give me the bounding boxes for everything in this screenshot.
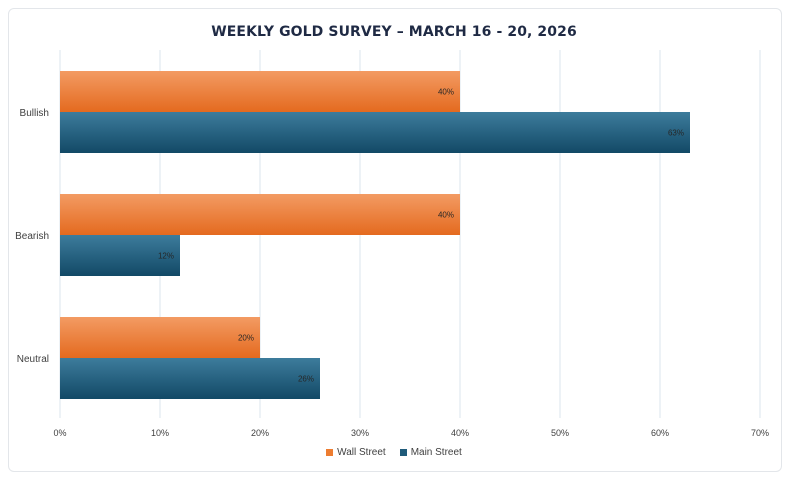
data-label-wall-street-bullish: 40%: [438, 88, 454, 97]
data-label-wall-street-neutral: 20%: [238, 334, 254, 343]
legend-item-wall-street: Wall Street: [326, 447, 386, 458]
data-label-wall-street-bearish: 40%: [438, 211, 454, 220]
legend-item-main-street: Main Street: [399, 447, 462, 458]
legend: Wall Street Main Street: [0, 447, 788, 458]
x-tick-label: 30%: [351, 428, 369, 438]
bar-wall-street-bullish: [60, 71, 460, 112]
bar-main-street-bullish: [60, 112, 690, 153]
bar-wall-street-bearish: [60, 194, 460, 235]
x-tick-label: 0%: [53, 428, 66, 438]
bar-wall-street-neutral: [60, 317, 260, 358]
chart-title: WEEKLY GOLD SURVEY – MARCH 16 - 20, 2026: [211, 24, 577, 40]
data-label-main-street-bullish: 63%: [668, 129, 684, 138]
x-tick-label: 60%: [651, 428, 669, 438]
category-label-bullish: Bullish: [20, 108, 49, 119]
category-label-bearish: Bearish: [15, 231, 49, 242]
data-label-main-street-bearish: 12%: [158, 252, 174, 261]
legend-label-main-street: Main Street: [410, 447, 462, 458]
legend-label-wall-street: Wall Street: [337, 447, 386, 458]
legend-swatch-wall-street: [326, 449, 334, 456]
category-label-neutral: Neutral: [17, 354, 49, 365]
bar-main-street-neutral: [60, 358, 320, 399]
x-tick-label: 20%: [251, 428, 269, 438]
x-tick-label: 50%: [551, 428, 569, 438]
x-tick-label: 10%: [151, 428, 169, 438]
bar-main-street-bearish: [60, 235, 180, 276]
data-label-main-street-neutral: 26%: [298, 375, 314, 384]
legend-swatch-main-street: [399, 449, 407, 456]
x-tick-label: 40%: [451, 428, 469, 438]
x-tick-label: 70%: [751, 428, 769, 438]
